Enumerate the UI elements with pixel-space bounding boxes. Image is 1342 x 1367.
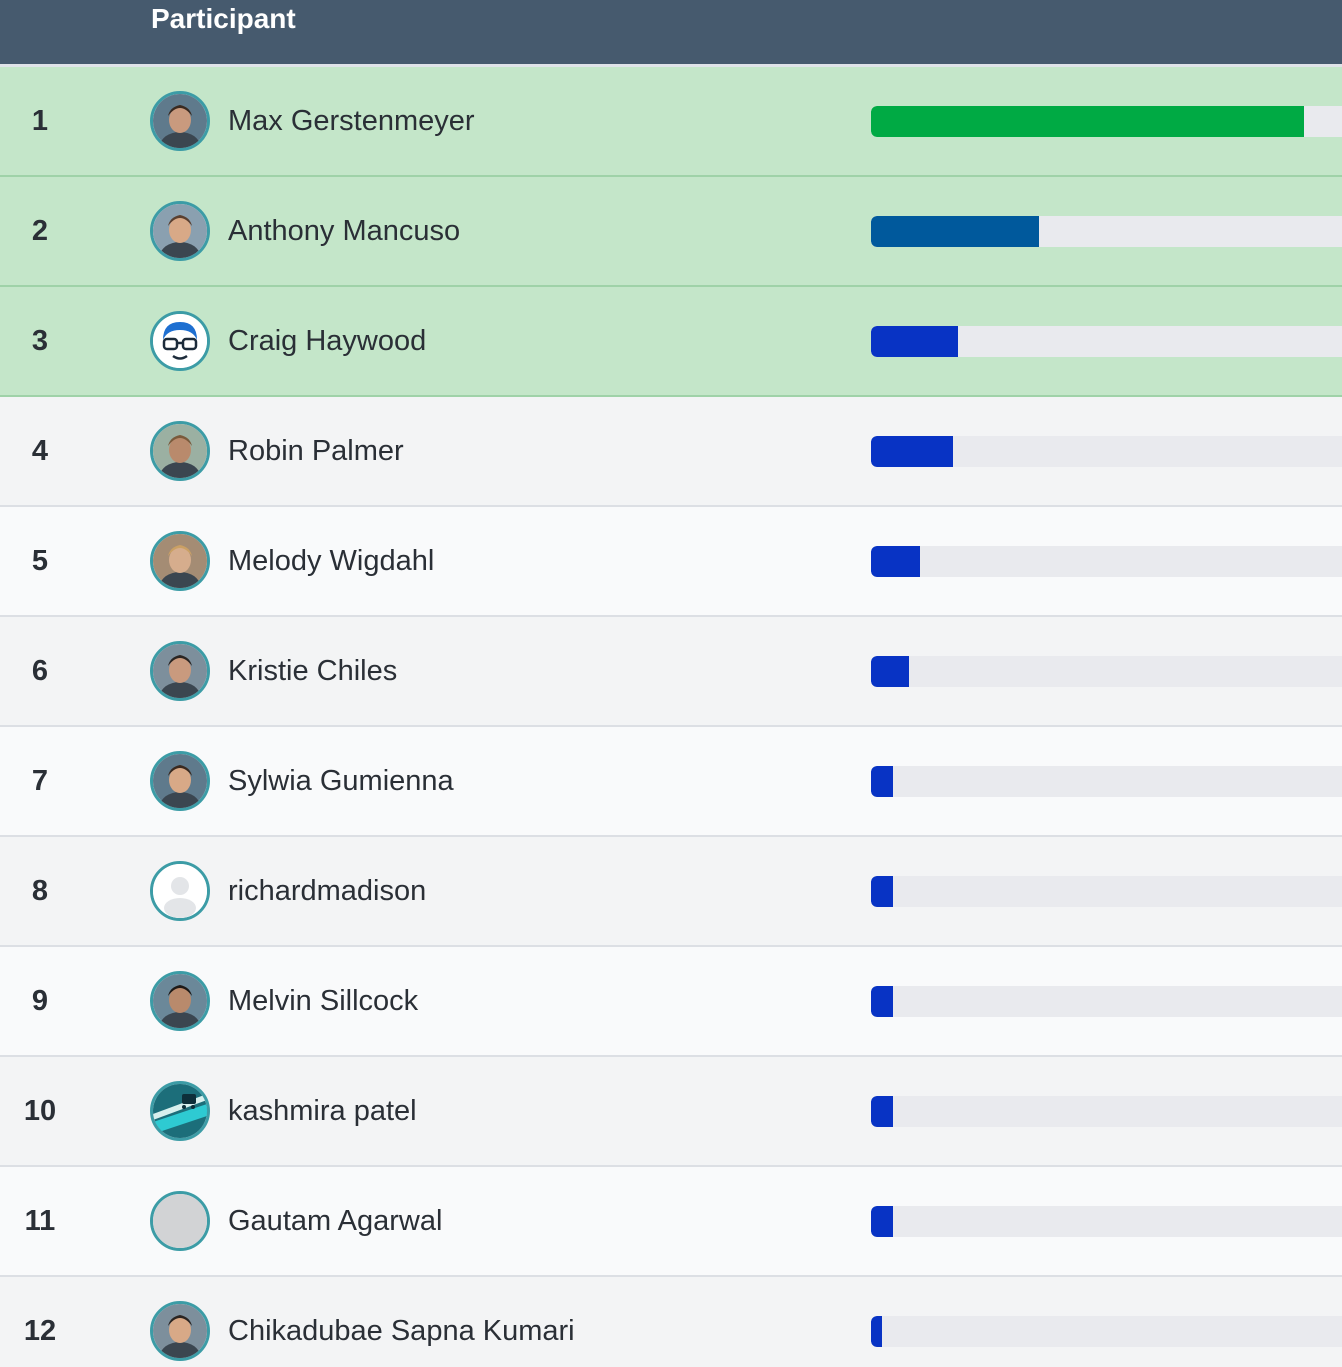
participant-row[interactable]: 8 richardmadison: [0, 837, 1342, 947]
participant-row[interactable]: 7 Sylwia Gumienna: [0, 727, 1342, 837]
progress-bar-track: [871, 876, 1342, 907]
participant-name[interactable]: richardmadison: [228, 875, 427, 907]
progress-bar-track: [871, 766, 1342, 797]
participant-name[interactable]: Anthony Mancuso: [228, 215, 461, 247]
rank-number: 12: [23, 1315, 57, 1347]
progress-bar-track: [871, 326, 1342, 357]
progress-bar-fill: [871, 546, 920, 577]
progress-bar-fill: [871, 436, 953, 467]
header-divider: [0, 64, 1342, 67]
participant-name[interactable]: Gautam Agarwal: [228, 1205, 443, 1237]
rank-number: 4: [31, 435, 49, 467]
participant-name[interactable]: Max Gerstenmeyer: [228, 105, 475, 137]
rank-number: 11: [24, 1205, 56, 1237]
participant-row[interactable]: 4 Robin Palmer: [0, 397, 1342, 507]
participant-name[interactable]: Sylwia Gumienna: [228, 765, 454, 797]
progress-bar-fill: [871, 106, 1304, 137]
rank-number: 10: [23, 1095, 57, 1127]
photo-avatar-icon[interactable]: [150, 91, 210, 151]
progress-bar-fill: [871, 1206, 893, 1237]
participant-row[interactable]: 9 Melvin Sillcock: [0, 947, 1342, 1057]
progress-bar-track: [871, 546, 1342, 577]
photo-avatar-icon[interactable]: [150, 531, 210, 591]
logo-avatar-icon[interactable]: [150, 1081, 210, 1141]
progress-bar-track: [871, 986, 1342, 1017]
rank-number: 3: [31, 325, 49, 357]
photo-avatar-icon[interactable]: [150, 1301, 210, 1361]
participant-row[interactable]: 5 Melody Wigdahl: [0, 507, 1342, 617]
participant-name[interactable]: Melody Wigdahl: [228, 545, 435, 577]
participant-row[interactable]: 11 Gautam Agarwal: [0, 1167, 1342, 1277]
rank-number: 8: [31, 875, 49, 907]
participant-name[interactable]: kashmira patel: [228, 1095, 417, 1127]
progress-bar-fill: [871, 326, 958, 357]
blank-avatar-icon[interactable]: [150, 1191, 210, 1251]
cartoon-avatar-icon[interactable]: [150, 311, 210, 371]
default-user-icon[interactable]: [150, 861, 210, 921]
participant-row[interactable]: 12 Chikadubae Sapna Kumari: [0, 1277, 1342, 1367]
participant-row[interactable]: 1 Max Gerstenmeyer: [0, 67, 1342, 177]
progress-bar-track: [871, 1316, 1342, 1347]
progress-bar-fill: [871, 216, 1039, 247]
progress-bar-fill: [871, 656, 909, 687]
participant-name[interactable]: Kristie Chiles: [228, 655, 398, 687]
progress-bar-track: [871, 656, 1342, 687]
photo-avatar-icon[interactable]: [150, 421, 210, 481]
progress-bar-fill: [871, 876, 893, 907]
participant-row[interactable]: 6 Kristie Chiles: [0, 617, 1342, 727]
participant-column-header[interactable]: Participant: [151, 3, 296, 34]
rank-number: 7: [31, 765, 49, 797]
participant-row[interactable]: 2 Anthony Mancuso: [0, 177, 1342, 287]
participant-name[interactable]: Robin Palmer: [228, 435, 404, 467]
progress-bar-fill: [871, 766, 893, 797]
photo-avatar-icon[interactable]: [150, 751, 210, 811]
rank-number: 5: [31, 545, 49, 577]
rank-number: 6: [31, 655, 49, 687]
participant-row[interactable]: 3 Craig Haywood: [0, 287, 1342, 397]
photo-avatar-icon[interactable]: [150, 201, 210, 261]
rank-number: 9: [31, 985, 49, 1017]
progress-bar-track: [871, 1096, 1342, 1127]
progress-bar-track: [871, 106, 1342, 137]
participant-list: 1 Max Gerstenmeyer 2 Anthony Mancuso 3 Craig …: [0, 67, 1342, 1367]
rank-number: 2: [31, 215, 49, 247]
participant-name[interactable]: Melvin Sillcock: [228, 985, 419, 1017]
progress-bar-track: [871, 1206, 1342, 1237]
progress-bar-track: [871, 436, 1342, 467]
participant-name[interactable]: Craig Haywood: [228, 325, 427, 357]
leaderboard-header: Participant: [0, 0, 1342, 64]
progress-bar-fill: [871, 1096, 893, 1127]
photo-avatar-icon[interactable]: [150, 641, 210, 701]
photo-avatar-icon[interactable]: [150, 971, 210, 1031]
progress-bar-fill: [871, 1316, 882, 1347]
participant-row[interactable]: 10 kashmira patel: [0, 1057, 1342, 1167]
progress-bar-track: [871, 216, 1342, 247]
progress-bar-fill: [871, 986, 893, 1017]
rank-number: 1: [31, 105, 49, 137]
participant-name[interactable]: Chikadubae Sapna Kumari: [228, 1315, 575, 1347]
